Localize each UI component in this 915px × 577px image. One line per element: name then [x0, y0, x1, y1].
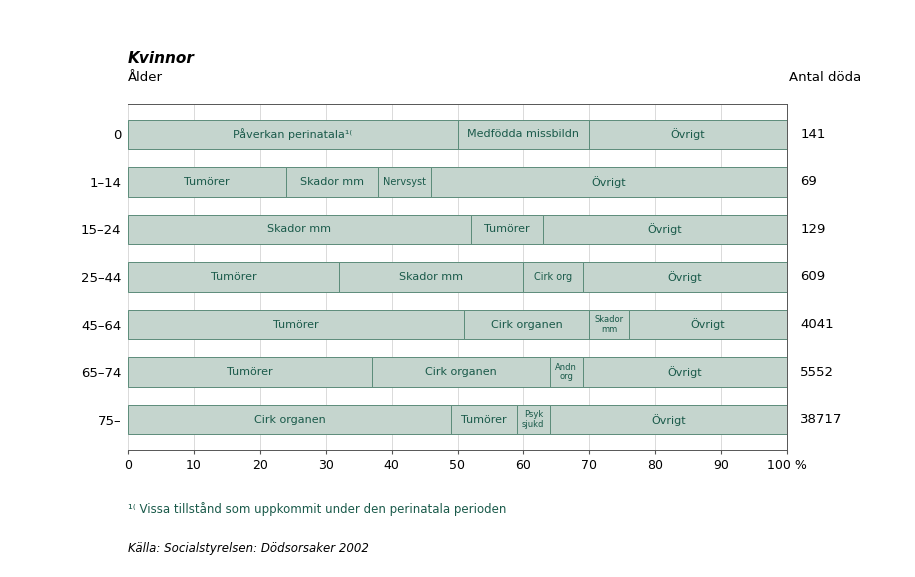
Bar	[583, 262, 787, 292]
Text: Skador mm: Skador mm	[267, 224, 331, 234]
Bar	[128, 405, 451, 434]
Text: Tumörer: Tumörer	[210, 272, 256, 282]
Bar	[464, 310, 589, 339]
Bar	[470, 215, 544, 244]
Text: 609: 609	[800, 271, 825, 283]
Text: ¹⁽ Vissa tillstånd som uppkommit under den perinatala perioden: ¹⁽ Vissa tillstånd som uppkommit under d…	[128, 503, 507, 516]
Bar	[517, 405, 550, 434]
Bar	[128, 262, 339, 292]
Text: Medfödda missbildn: Medfödda missbildn	[468, 129, 579, 139]
Bar	[379, 167, 431, 197]
Bar	[451, 405, 517, 434]
Bar	[458, 119, 589, 149]
Text: Antal döda: Antal döda	[789, 70, 861, 84]
Text: Kvinnor: Kvinnor	[128, 51, 195, 66]
Text: 129: 129	[800, 223, 825, 236]
Text: Cirk organen: Cirk organen	[425, 367, 497, 377]
Bar	[544, 215, 787, 244]
Bar	[371, 357, 550, 387]
Text: Övrigt: Övrigt	[691, 319, 726, 331]
Text: 69: 69	[800, 175, 817, 188]
Text: Övrigt: Övrigt	[651, 414, 685, 426]
Bar	[589, 119, 787, 149]
Text: Skador mm: Skador mm	[399, 272, 463, 282]
Text: 5552: 5552	[800, 366, 834, 379]
Text: Övrigt: Övrigt	[667, 271, 702, 283]
Bar	[286, 167, 379, 197]
Text: Övrigt: Övrigt	[592, 176, 627, 188]
Text: Övrigt: Övrigt	[648, 223, 683, 235]
Text: Tumörer: Tumörer	[184, 177, 230, 187]
Text: Andn
org: Andn org	[555, 363, 577, 381]
Bar	[589, 310, 629, 339]
Bar	[550, 405, 787, 434]
Bar	[128, 215, 470, 244]
Text: 38717: 38717	[800, 413, 843, 426]
Text: Psyk
sjukd: Psyk sjukd	[522, 410, 544, 429]
Bar	[339, 262, 523, 292]
Bar	[583, 357, 787, 387]
Text: Tumörer: Tumörer	[274, 320, 319, 329]
Text: Tumörer: Tumörer	[461, 415, 507, 425]
Text: Påverkan perinatala¹⁽: Påverkan perinatala¹⁽	[233, 128, 352, 140]
Text: Cirk organen: Cirk organen	[490, 320, 563, 329]
Text: Källa: Socialstyrelsen: Dödsorsaker 2002: Källa: Socialstyrelsen: Dödsorsaker 2002	[128, 542, 369, 555]
Text: Tumörer: Tumörer	[227, 367, 273, 377]
Bar	[128, 119, 458, 149]
Text: Tumörer: Tumörer	[484, 224, 530, 234]
Text: Skador
mm: Skador mm	[595, 315, 624, 334]
Text: Cirk org: Cirk org	[534, 272, 572, 282]
Text: Övrigt: Övrigt	[667, 366, 702, 378]
Text: Ålder: Ålder	[128, 70, 163, 84]
Text: 4041: 4041	[800, 318, 834, 331]
Text: Nervsyst: Nervsyst	[383, 177, 426, 187]
Text: Övrigt: Övrigt	[671, 128, 705, 140]
Bar	[523, 262, 583, 292]
Bar	[128, 310, 464, 339]
Bar	[550, 357, 583, 387]
Text: Cirk organen: Cirk organen	[253, 415, 326, 425]
Bar	[629, 310, 787, 339]
Bar	[128, 357, 371, 387]
Text: 141: 141	[800, 128, 825, 141]
Bar	[431, 167, 787, 197]
Bar	[128, 167, 286, 197]
Text: Skador mm: Skador mm	[300, 177, 364, 187]
